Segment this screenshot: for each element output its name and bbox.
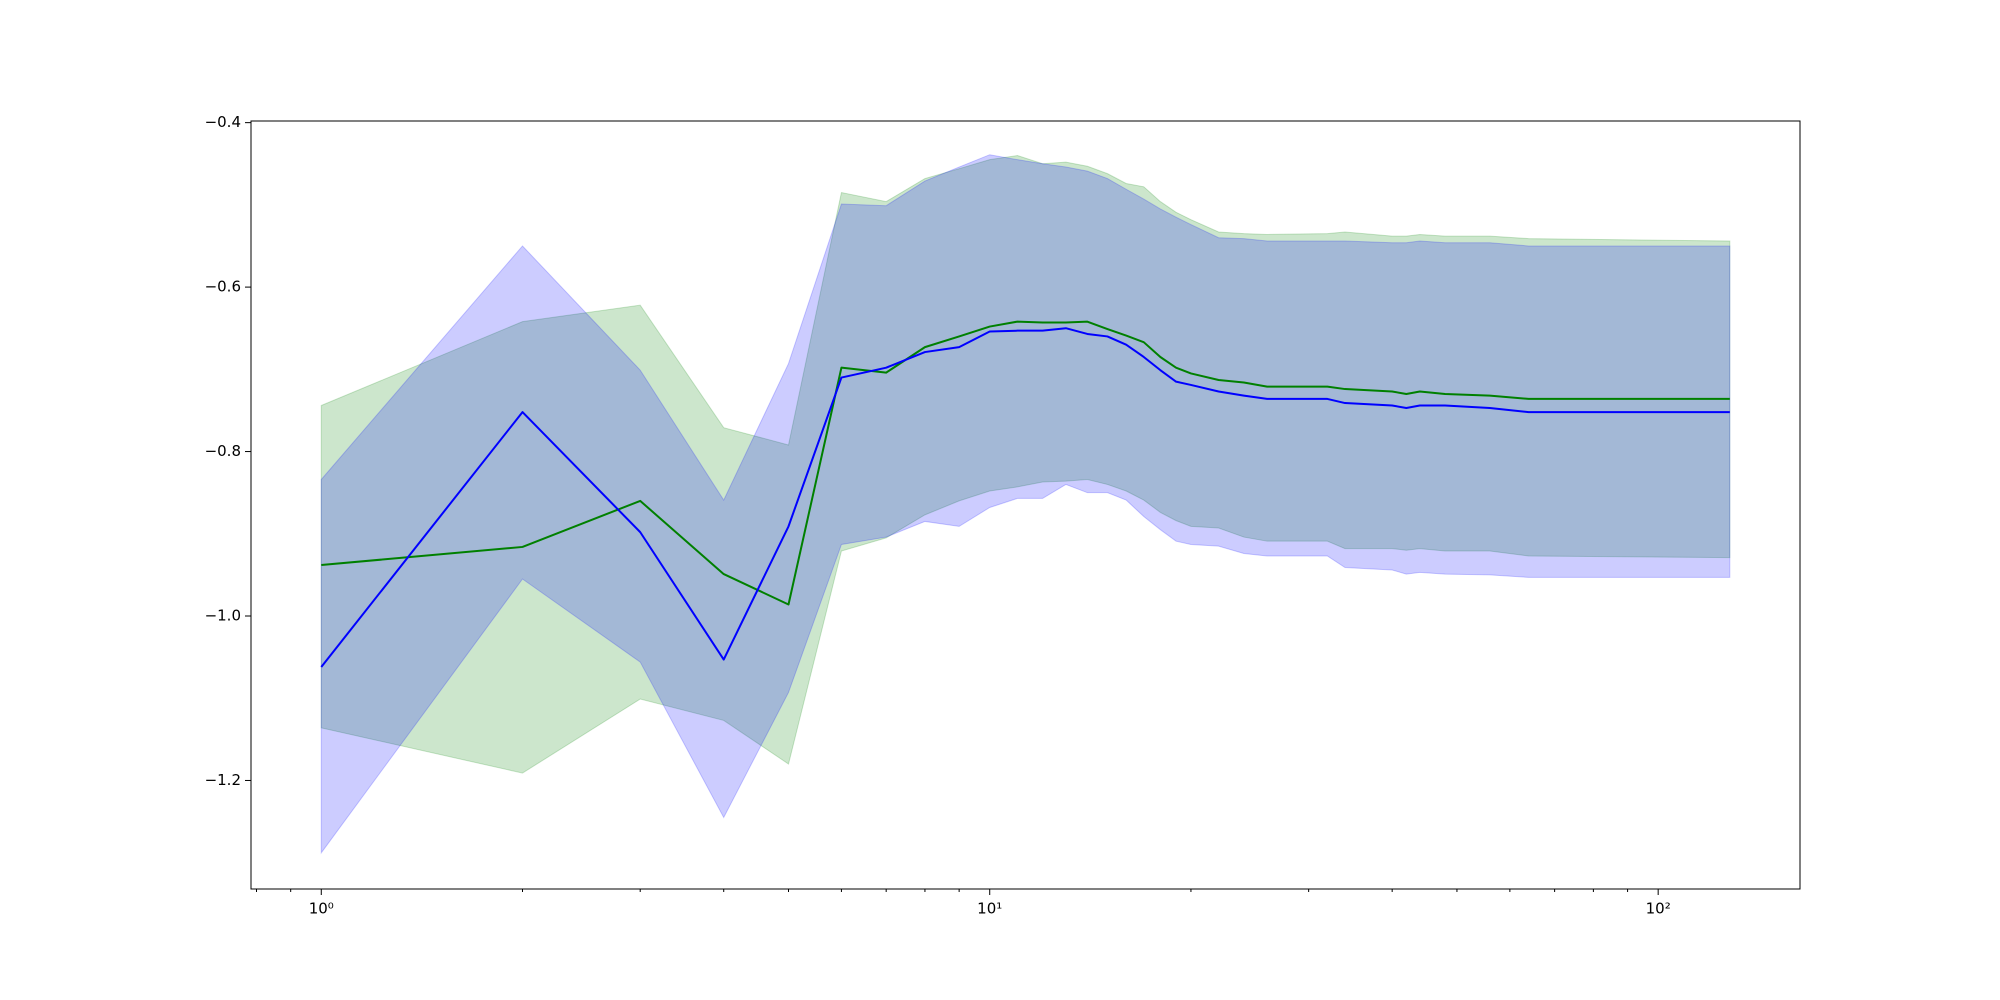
- x-tick-label: 10¹: [977, 900, 1002, 918]
- x-tick-label: 10⁰: [309, 900, 334, 918]
- y-tick-label: −1.2: [205, 771, 241, 789]
- series-line: [321, 320, 1730, 606]
- y-tick-label: −1.0: [205, 607, 241, 625]
- lines: [320, 320, 1730, 668]
- y-tick-label: −0.8: [205, 442, 241, 460]
- bands: [320, 154, 1731, 855]
- y-tick-label: −0.4: [205, 113, 241, 131]
- confidence-band: [320, 155, 1731, 774]
- series-line: [320, 327, 1730, 668]
- confidence-band: [320, 154, 1731, 855]
- plot-frame: [250, 120, 1801, 890]
- x-tick-label: 10²: [1646, 900, 1671, 918]
- y-tick-label: −0.6: [205, 278, 241, 296]
